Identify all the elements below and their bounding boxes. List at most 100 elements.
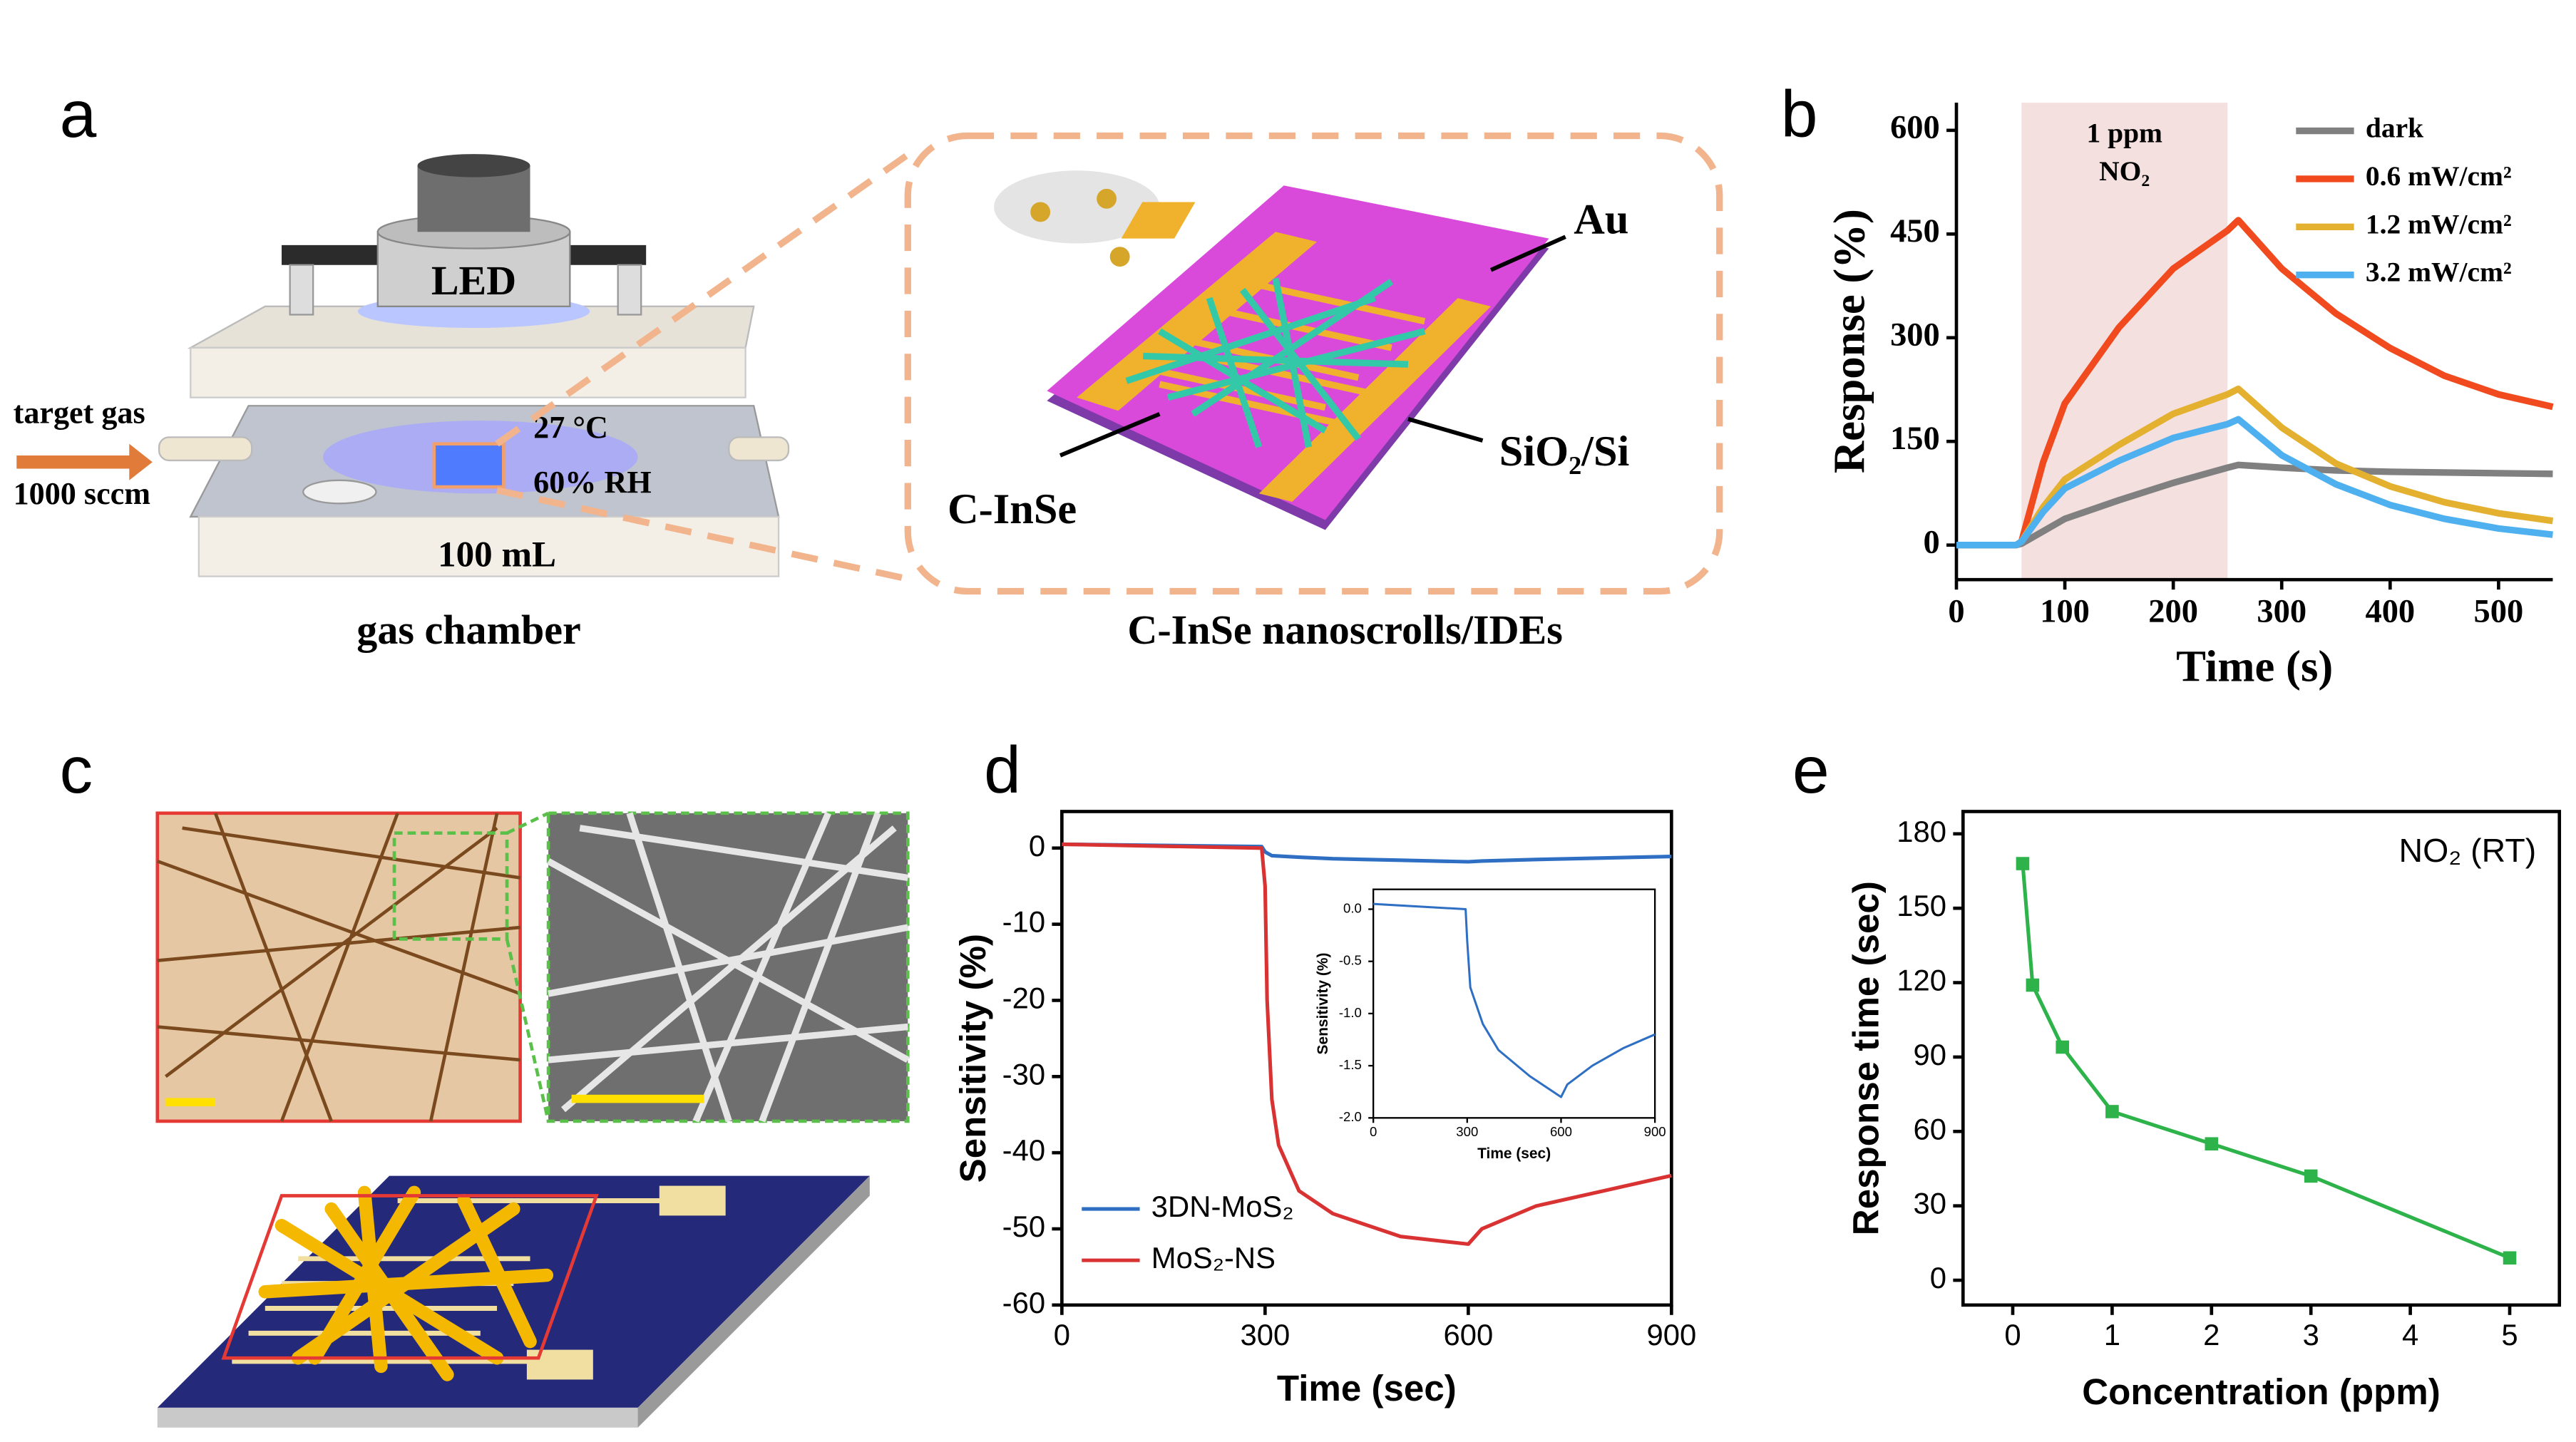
led-cylinder-top <box>417 154 530 177</box>
plot-frame <box>1372 888 1656 1119</box>
x-axis-label: Time (s) <box>2176 641 2333 691</box>
scale-bar <box>571 1094 704 1103</box>
electrode-bar <box>1077 232 1318 411</box>
sem-fibers <box>546 811 910 1123</box>
y-tick-label: -50 <box>1002 1210 1045 1243</box>
device-caption: C-InSe nanoscrolls/IDEs <box>1127 607 1563 653</box>
y-tick-label: 90 <box>1914 1038 1947 1071</box>
x-axis-label: Time (sec) <box>1477 1145 1551 1162</box>
zoom-box <box>904 132 1723 595</box>
x-tick-label: 1 <box>2104 1318 2120 1351</box>
panel-c-images <box>155 811 910 1428</box>
data-line <box>1062 842 1672 1246</box>
pad <box>526 1349 593 1380</box>
x-tick-label: 3 <box>2303 1318 2319 1351</box>
optical-fibers <box>156 812 521 1122</box>
image-region <box>221 1194 599 1360</box>
flow-label: 1000 sccm <box>14 476 150 511</box>
y-axis-label: Sensitivity (%) <box>953 934 993 1183</box>
y-tick-label: -20 <box>1002 982 1045 1015</box>
chart: 0 1 2 3 4 5 0 30 60 90 120 150 180 Concentration (ppm… <box>1845 810 2562 1412</box>
y-tick-label: -0.5 <box>1339 953 1362 968</box>
nanowires <box>258 1185 554 1381</box>
gas-chamber-illustration: LED target gas 1000 sccm 27 °C 60% RH 10… <box>14 154 790 653</box>
inset-background <box>1373 889 1656 1118</box>
x-tick-label: 5 <box>2501 1318 2518 1351</box>
electrode-label: Au <box>1574 196 1628 244</box>
port <box>302 479 377 505</box>
legend-label: dark <box>2366 113 2423 144</box>
led-label: LED <box>431 257 516 304</box>
electrode-bar <box>1258 298 1492 502</box>
data-line <box>1956 416 2553 549</box>
y-tick-label: 450 <box>1890 213 1940 249</box>
top-plate-side <box>190 346 746 398</box>
y-tick-label: 60 <box>1914 1112 1947 1145</box>
x-tick-label: 300 <box>1456 1124 1478 1139</box>
x-tick-label: 200 <box>2148 594 2198 630</box>
x-tick-label: 600 <box>1443 1318 1493 1351</box>
panel-label: b <box>1781 77 1818 151</box>
led-leg <box>617 264 642 316</box>
data-marker <box>2056 1040 2069 1054</box>
gas-label: target gas <box>14 395 145 430</box>
substrate <box>1047 185 1549 520</box>
data-marker <box>2503 1251 2517 1265</box>
y-tick-label: 150 <box>1897 889 1946 922</box>
y-tick-label: -10 <box>1002 905 1045 939</box>
gas-molecule <box>1030 202 1051 222</box>
gas-pipe <box>728 436 790 462</box>
device-side <box>157 1407 638 1428</box>
data-line <box>1956 461 2553 549</box>
gas-molecule <box>1097 188 1117 209</box>
x-tick-label: 400 <box>2365 594 2415 630</box>
x-tick-label: 900 <box>1646 1318 1696 1351</box>
y-tick-label: -60 <box>1002 1286 1045 1319</box>
y-tick-label: 0 <box>1924 524 1940 560</box>
y-tick-label: 120 <box>1897 964 1946 997</box>
scale-bar <box>165 1098 216 1107</box>
x-tick-label: 600 <box>1550 1124 1572 1139</box>
data-marker <box>2205 1137 2219 1150</box>
pad <box>659 1185 726 1216</box>
device-side <box>637 1175 870 1428</box>
y-tick-label: -1.5 <box>1339 1057 1362 1072</box>
annotation: NO₂ (RT) <box>2399 832 2537 869</box>
y-tick-label: 150 <box>1890 421 1940 457</box>
y-tick-label: 0.0 <box>1343 900 1362 915</box>
y-tick-label: 0 <box>1029 829 1045 862</box>
x-tick-label: 300 <box>1240 1318 1290 1351</box>
x-tick-label: 4 <box>2402 1318 2418 1351</box>
y-tick-label: -2.0 <box>1339 1109 1362 1124</box>
zoom-line <box>505 938 550 1122</box>
data-marker <box>2026 978 2040 992</box>
chart: 0 300 600 900 0 -10 -20 -30 -40 -50 -60 Time (sec) S… <box>953 810 1696 1408</box>
x-tick-label: 100 <box>2040 594 2090 630</box>
y-tick-label: 600 <box>1890 109 1940 145</box>
y-tick-label: 0 <box>1930 1261 1946 1294</box>
y-tick-label: 300 <box>1890 316 1940 353</box>
legend-label: 3DN-MoS₂ <box>1151 1190 1294 1223</box>
sensor-chip <box>432 442 506 489</box>
chamber-caption: gas chamber <box>356 607 581 653</box>
y-tick-label: -1.0 <box>1339 1005 1362 1020</box>
data-line <box>1062 842 1672 864</box>
legend-label: 0.6 mW/cm² <box>2366 160 2512 192</box>
annotation: 1 ppm <box>2087 118 2163 149</box>
chart: 0 300 600 900 0.0 -0.5 -1.0 -1.5 -2.0 Time (sec) S… <box>1315 888 1666 1162</box>
led-leg <box>289 264 314 316</box>
x-axis-label: Time (sec) <box>1277 1368 1457 1408</box>
y-axis-label: Response (%) <box>1824 209 1874 473</box>
zoom-line <box>496 487 912 583</box>
pointer <box>1489 235 1566 272</box>
x-tick-label: 300 <box>2257 594 2306 630</box>
gas-cloud <box>994 170 1160 244</box>
plot-frame <box>1060 810 1673 1307</box>
plot-frame <box>1961 810 2562 1307</box>
data-line <box>1956 217 2554 549</box>
pad <box>1121 202 1196 239</box>
humidity-label: 60% RH <box>533 465 651 500</box>
annotation: NO₂ <box>2099 155 2150 187</box>
data-marker <box>2105 1105 2119 1118</box>
